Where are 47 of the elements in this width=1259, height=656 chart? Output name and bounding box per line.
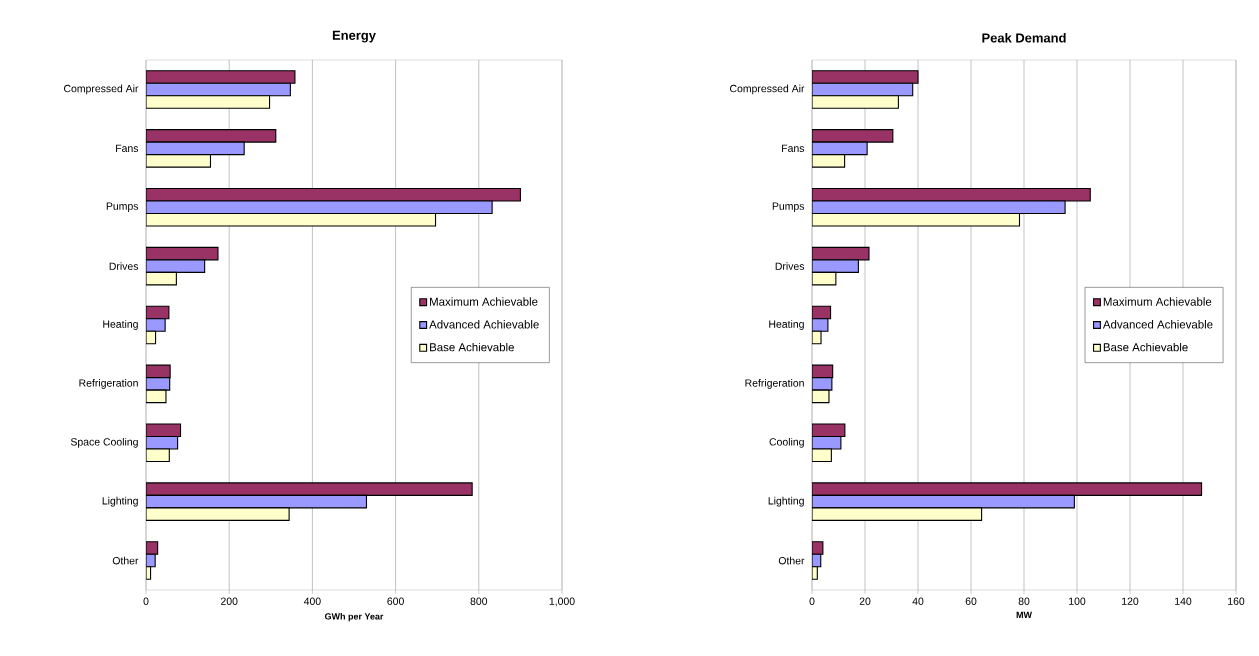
x-tick-label: 100 [1069, 597, 1086, 605]
legend-label: Advanced Achievable [1102, 320, 1213, 329]
bar [812, 95, 899, 109]
y-tick-label: Refrigeration [79, 379, 138, 389]
x-tick-label: 160 [1228, 597, 1245, 605]
bar [812, 70, 919, 84]
x-tick-label: 200 [221, 597, 238, 605]
legend-label: Base Achievable [430, 342, 514, 352]
x-tick-label: 20 [859, 597, 871, 605]
chart-title: Energy [332, 30, 376, 43]
y-tick-label: Fans [782, 144, 805, 152]
x-tick-label: 0 [143, 597, 149, 605]
legend-label: Maximum Achievable [430, 297, 538, 306]
y-tick-label: Heating [769, 320, 804, 330]
x-tick-label: 40 [912, 597, 924, 605]
y-tick-label: Heating [103, 320, 138, 330]
y-tick-label: Pumps [772, 202, 805, 212]
x-tick-label: 80 [1018, 597, 1030, 605]
y-tick-label: Space Cooling [70, 437, 138, 448]
y-tick-label: Drives [109, 262, 139, 270]
y-tick-label: Other [778, 556, 805, 565]
legend-label: Maximum Achievable [1103, 297, 1212, 306]
x-tick-label: 120 [1122, 597, 1139, 605]
chart-title: Peak Demand [982, 32, 1066, 43]
legend-label: Base Achievable [1103, 342, 1188, 352]
y-tick-label: Lighting [102, 496, 138, 507]
x-tick-label: 1,000 [549, 597, 575, 607]
bar [146, 95, 271, 109]
x-tick-label: 600 [387, 597, 404, 605]
x-axis-title: MW [1016, 611, 1032, 618]
y-tick-label: Refrigeration [745, 379, 804, 389]
x-tick-label: 0 [809, 597, 815, 605]
y-tick-label: Fans [116, 144, 139, 152]
y-tick-label: Drives [775, 262, 805, 270]
x-tick-label: 400 [303, 597, 321, 605]
y-tick-label: Compressed Air [730, 84, 805, 95]
x-tick-label: 60 [965, 597, 977, 605]
y-tick-label: Lighting [768, 496, 804, 507]
x-tick-label: 140 [1175, 597, 1192, 605]
legend-label: Advanced Achievable [429, 320, 539, 329]
bar [146, 70, 296, 84]
y-tick-label: Other [112, 556, 139, 565]
x-tick-label: 800 [470, 597, 488, 605]
y-tick-label: Cooling [769, 437, 804, 448]
y-tick-label: Compressed Air [64, 84, 139, 95]
y-tick-label: Pumps [106, 202, 139, 212]
x-axis-title: GWh per Year [324, 613, 384, 622]
